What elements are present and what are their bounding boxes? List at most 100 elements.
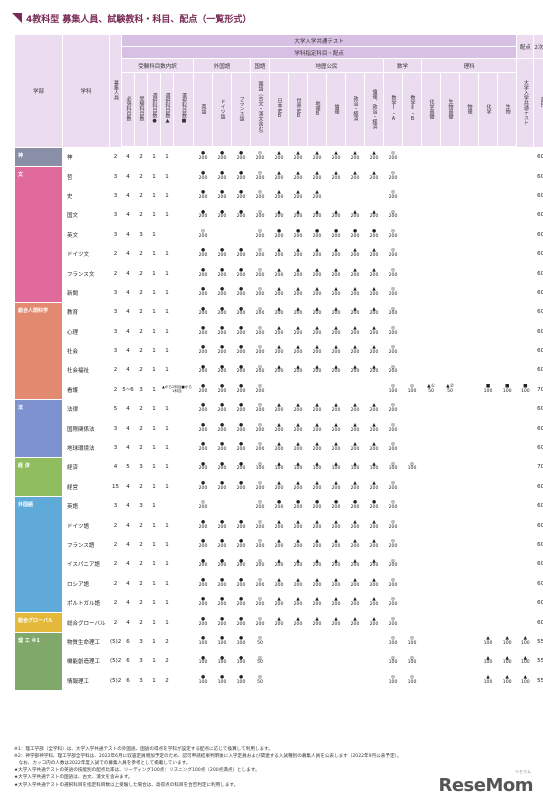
score-mark: ▲ <box>334 364 338 370</box>
score-cell <box>421 592 441 614</box>
score-mark: ▲ <box>353 248 357 254</box>
score-mark: ▲ <box>334 616 338 622</box>
score-cell <box>516 282 535 304</box>
sentaku2-cell: 1 <box>160 437 174 459</box>
sentaku1-cell: 1 <box>147 224 161 245</box>
score-cell: ● 100 <box>212 651 232 672</box>
haiten-cell: 600 <box>533 340 543 362</box>
score-cell <box>402 224 422 245</box>
score-value: 200 <box>388 563 398 569</box>
score-cell <box>516 146 535 168</box>
score-mark: ◎ <box>390 151 395 157</box>
score-cell: ▲ 200 <box>364 515 384 536</box>
score-cell <box>307 631 327 653</box>
hissu-cell: 4 <box>121 399 135 420</box>
footnote: なお、カッコ内の人数は2022年度入試での募集人員を参考として掲載しています。 <box>14 761 191 767</box>
score-cell <box>459 205 479 226</box>
score-cell: ▲ 200 <box>345 399 365 420</box>
score-value: 200 <box>388 544 398 549</box>
score-mark: ● <box>219 616 224 622</box>
score-mark: ▲ <box>372 616 376 622</box>
juken-cell: 2 <box>134 243 148 265</box>
juken-cell: 2 <box>134 340 148 362</box>
header-col-chiri: 地理B <box>307 72 327 147</box>
score-value: 100 <box>388 660 398 666</box>
score-mark: ▲ <box>523 636 528 642</box>
score-mark: ● <box>219 539 224 545</box>
score-value: 200 <box>369 175 379 181</box>
score-cell <box>402 534 422 556</box>
score-cell <box>402 554 422 575</box>
title-row: 4教科型 募集人員、試験教科・科目、配点（一覧形式） <box>12 10 251 26</box>
score-mark: ▲ <box>277 519 281 525</box>
score-cell <box>440 437 460 459</box>
score-mark: ● <box>219 151 224 157</box>
score-cell: ▲ 200 <box>288 185 308 207</box>
score-cell: ◎ 200 <box>383 612 403 633</box>
score-cell: ● 200 <box>212 243 232 265</box>
hissu-cell: 4 <box>121 205 135 226</box>
header-col-sentaku3: 選択科目数■ <box>173 72 194 147</box>
score-cell <box>402 399 422 420</box>
score-cell <box>402 243 422 265</box>
score-value: 200 <box>217 272 227 278</box>
hissu-cell: 4 <box>121 573 135 594</box>
score-mark: ▲ <box>353 403 357 409</box>
score-value: 200 <box>293 311 303 317</box>
score-value: 200 <box>274 272 284 278</box>
footnotes: ※1：理工学部（全学科）は、大学入学共通テストの外国語、国語の得点を学科が設定す… <box>14 746 414 789</box>
score-cell <box>288 631 308 653</box>
hissu-cell: 4 <box>121 263 135 284</box>
score-value: 200 <box>217 214 227 220</box>
score-cell: ● 200 <box>212 437 232 459</box>
score-value: 200 <box>331 369 341 375</box>
score-mark: ▲ <box>353 558 357 564</box>
score-cell: ● 200 <box>364 496 384 517</box>
score-value: 100 <box>388 679 398 685</box>
score-mark: ◎ <box>390 422 395 428</box>
score-cell: ▲ 200 <box>364 612 384 633</box>
score-cell <box>421 515 441 536</box>
score-mark: ▲ <box>277 558 281 564</box>
score-cell <box>402 496 422 517</box>
score-mark: ● <box>238 655 243 661</box>
score-cell: ◎ 200 <box>250 360 270 381</box>
score-cell: ● 200 <box>231 534 251 556</box>
score-mark: ◎ <box>390 597 395 603</box>
score-cell: ● 200 <box>193 340 213 362</box>
score-cell: ● 200 <box>231 476 251 498</box>
score-mark: ● <box>219 636 224 642</box>
sentaku1-cell: 1 <box>147 670 161 691</box>
score-value: 200 <box>388 272 398 278</box>
score-mark: ▲ <box>334 481 338 487</box>
score-cell: ◎ 200 <box>250 476 270 498</box>
score-mark: ◎ <box>390 636 395 642</box>
score-cell: ▲ 100 <box>288 457 308 478</box>
haiten-cell: 550 <box>533 670 543 691</box>
sentaku2-cell: 1 <box>160 166 174 187</box>
score-value: 200 <box>217 311 227 317</box>
score-cell: ● 200 <box>307 496 327 517</box>
score-cell: ◎ 200 <box>383 340 403 362</box>
score-cell <box>478 612 498 633</box>
score-value: 200 <box>274 621 284 627</box>
score-cell: ▲ 200 <box>269 146 289 168</box>
score-cell: ▲ 200 <box>345 534 365 556</box>
score-cell <box>459 554 479 575</box>
score-value: 200 <box>198 194 208 200</box>
score-cell: ● 200 <box>193 457 213 478</box>
haiten-cell: 600 <box>533 554 543 575</box>
hissu-cell: 4 <box>121 612 135 633</box>
score-cell: ◎ 200 <box>250 554 270 575</box>
score-value: 100 <box>407 466 417 472</box>
score-value: 200 <box>217 582 227 588</box>
haiten-cell: 600 <box>533 515 543 536</box>
score-value: 200 <box>293 447 303 453</box>
score-mark: ● <box>200 190 205 196</box>
score-cell: ● 200 <box>307 224 327 245</box>
score-cell: ▲ 200 <box>269 554 289 575</box>
score-cell <box>326 651 346 672</box>
table-row: 経営 15 4 2 1 1 ● 200 ● 200 ● 200 ◎ 200 ▲ 200 ▲ 200 ▲ 200 ▲ 200… <box>15 476 543 498</box>
score-cell <box>212 496 232 517</box>
score-value: 200 <box>331 582 341 588</box>
